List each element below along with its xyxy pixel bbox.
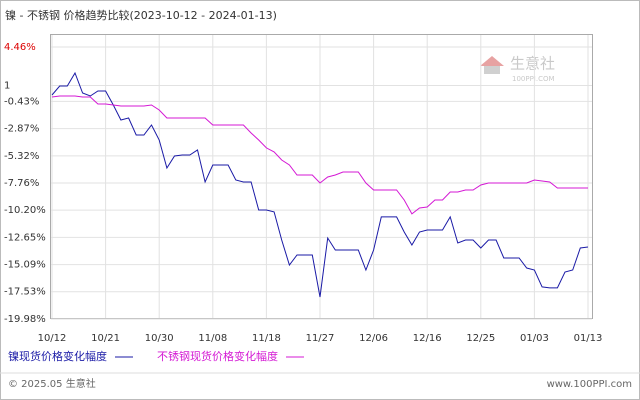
y-tick-label: -5.32%	[4, 151, 39, 162]
x-tick-label: 12/25	[466, 333, 495, 344]
y-tick-label: 1	[4, 81, 10, 92]
chart-title: 镍 - 不锈钢 价格趋势比较(2023-10-12 - 2024-01-13)	[5, 8, 277, 22]
y-tick-label: -19.98%	[4, 314, 46, 325]
watermark-name: 生意社	[510, 55, 555, 73]
x-tick-label: 12/16	[413, 333, 442, 344]
x-tick-label: 01/13	[574, 333, 603, 344]
y-tick-label: -12.65%	[4, 232, 46, 243]
x-tick-label: 12/06	[359, 333, 388, 344]
x-tick-label: 11/18	[252, 333, 281, 344]
x-tick-label: 11/08	[198, 333, 227, 344]
y-tick-label: -2.87%	[4, 124, 39, 135]
watermark-url: 100PPI.COM	[512, 75, 555, 83]
y-tick-label: -7.76%	[4, 178, 39, 189]
x-tick-label: 10/12	[38, 333, 67, 344]
legend-label: 镍现货价格变化幅度	[8, 349, 107, 363]
y-tick-label: 4.46%	[4, 42, 36, 53]
line-series	[51, 95, 588, 215]
line-series	[51, 71, 589, 298]
watermark-icon	[484, 66, 500, 74]
y-tick-label: -15.09%	[4, 260, 46, 271]
footer-copyright: © 2025.05 生意社	[8, 377, 96, 390]
y-tick-label: -0.43%	[4, 96, 39, 107]
watermark-icon	[480, 56, 504, 66]
x-tick-label: 10/30	[145, 333, 174, 344]
legend-label: 不锈钢现货价格变化幅度	[157, 349, 278, 363]
x-tick-label: 11/27	[306, 333, 335, 344]
footer-site: www.100PPI.com	[547, 379, 632, 390]
x-tick-label: 10/21	[91, 333, 120, 344]
y-tick-label: -10.20%	[4, 205, 46, 216]
x-tick-label: 01/03	[520, 333, 549, 344]
watermark: 生意社 100PPI.COM	[480, 55, 555, 83]
y-tick-label: -17.53%	[4, 287, 46, 298]
